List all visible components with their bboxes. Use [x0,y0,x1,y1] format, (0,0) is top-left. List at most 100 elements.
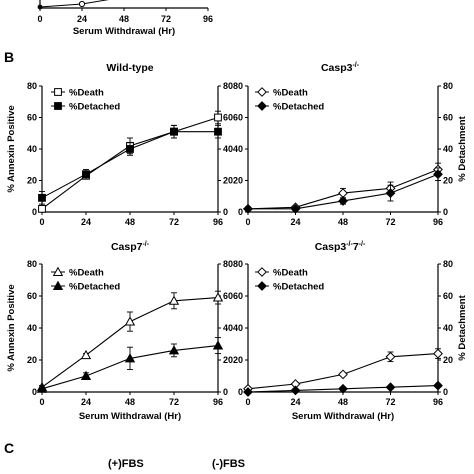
y-tick-label-right: 0 [443,387,448,397]
y-tick-label-right: 20 [443,355,453,365]
x-tick-label: 0 [245,397,250,407]
fbs-minus-label: (-)FBS [212,458,245,470]
data-point [212,340,224,350]
legend-label: %Death [69,88,104,99]
y-tick-label-right: 60 [223,291,233,301]
data-point [214,113,222,122]
series-line [41,297,219,388]
y-tick-label-left: 40 [233,144,243,154]
x-tick-label: 48 [125,397,135,407]
y-tick-label-right: 80 [443,81,453,91]
chart-panel: 0 20 40 60 80 0 20 40 60 80 0 24 48 72 96 Casp3-/- % Det… [233,62,468,227]
x-tick-label: 0 [39,397,44,407]
data-point [433,348,443,359]
y-tick-label-right: 80 [443,259,453,269]
x-tick-label: 72 [169,217,179,227]
data-point [257,267,267,277]
panel-title-text: Casp7 [111,241,143,253]
y-tick-label-right: 40 [223,323,233,333]
y-tick-label-right: 0 [223,387,228,397]
y-tick-label-right: 60 [443,291,453,301]
data-point [338,188,348,199]
x-tick-label: 0 [245,217,250,227]
legend-label: %Detached [69,102,120,113]
x-tick-label: 0 [39,217,44,227]
x-tick-label: 96 [213,397,223,407]
y-axis-label-right: % Detachment [457,115,468,181]
panel-title-text: Casp3 [321,62,353,74]
x-tick-label: 72 [385,397,395,407]
data-point [433,169,443,180]
data-point [243,203,253,214]
panel-title-superscript: -/- [142,241,149,248]
x-tick-label: 72 [385,217,395,227]
data-point [52,280,64,290]
legend-label: %Detached [273,102,324,113]
y-tick-label-right: 20 [443,176,453,186]
panel-title-superscript: -/- [346,241,353,248]
y-axis-label-left: % Annexin Positive [6,105,17,192]
y-tick-label-left: 60 [233,291,243,301]
y-tick-label-right: 0 [443,207,448,217]
y-tick-label-left: 60 [27,113,37,123]
x-tick-label: 96 [433,217,443,227]
legend-label: %Death [69,268,104,279]
top-strip-x-tick-label: 24 [77,14,87,24]
data-point [80,370,92,380]
data-point [212,292,224,302]
data-point [338,369,348,380]
data-point [290,385,301,396]
chart-panels: 0 20 40 60 80 0 20 40 60 80 0 24 48 72 96 Wild-type % An… [6,62,468,422]
data-point [54,102,62,110]
top-strip-marker [37,4,43,10]
legend-label: %Detached [69,282,120,293]
x-tick-label: 48 [338,217,348,227]
panel-title: Casp7-/- [111,241,150,253]
y-tick-label-left: 20 [27,176,37,186]
panel-title-text: Casp3 [315,241,347,253]
x-tick-label: 24 [290,217,300,227]
data-point [338,196,348,206]
panel-title: Casp3-/-7-/- [315,241,366,253]
data-point [124,353,136,363]
data-point [36,383,48,393]
data-point [338,383,348,394]
y-tick-label-left: 40 [27,144,37,154]
data-point [38,193,46,202]
fbs-plus-label: (+)FBS [108,458,144,470]
x-tick-label: 96 [213,217,223,227]
y-tick-label-right: 40 [443,323,453,333]
top-strip-x-tick-label: 72 [161,14,171,24]
y-tick-label-left: 20 [27,355,37,365]
x-tick-label: 48 [125,217,135,227]
y-tick-label-right: 40 [223,144,233,154]
y-tick-label-left: 80 [27,259,37,269]
data-point [257,281,267,291]
x-tick-label: 24 [81,217,91,227]
x-tick-label: 24 [81,397,91,407]
y-tick-label-left: 20 [233,355,243,365]
y-tick-label-right: 20 [223,355,233,365]
chart-panel: 0 20 40 60 80 0 20 40 60 80 0 24 48 72 96 Casp7-/- % Ann… [6,241,233,422]
legend-label: %Death [273,88,308,99]
y-tick-label-right: 60 [223,113,233,123]
x-tick-label: 96 [433,397,443,407]
data-point [385,351,396,362]
panel-title-superscript: -/- [352,62,359,69]
data-point [124,316,136,326]
y-tick-label-left: 0 [32,207,37,217]
y-tick-label-right: 80 [223,81,233,91]
y-axis-label-right: % Detachment [457,294,468,360]
data-point [290,203,301,214]
section-label-b: B [4,49,14,65]
top-strip-x-tick-label: 48 [119,14,129,24]
y-tick-label-right: 60 [443,113,453,123]
data-point [38,204,46,213]
y-tick-label-right: 80 [223,259,233,269]
y-tick-label-left: 60 [233,113,243,123]
panel-title: Wild-type [106,62,153,74]
y-tick-label-left: 20 [233,176,243,186]
legend-label: %Detached [273,282,324,293]
data-point [257,101,267,111]
